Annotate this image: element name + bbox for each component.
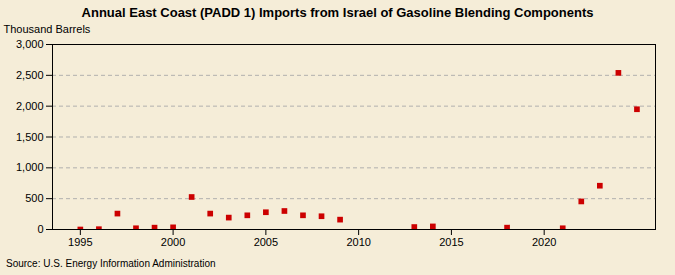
svg-text:1,000: 1,000 [16,161,44,173]
svg-text:2,000: 2,000 [16,100,44,112]
html-text:Source: U.S. Energy Informatio: Source: U.S. Energy Information Administ… [6,258,216,269]
svg-text:2005: 2005 [254,236,278,248]
svg-text:2015: 2015 [439,236,463,248]
svg-text:2020: 2020 [532,236,556,248]
svg-text:2000: 2000 [161,236,185,248]
svg-text:3,000: 3,000 [16,38,44,50]
svg-text:2,500: 2,500 [16,69,44,81]
svg-text:0: 0 [37,223,43,235]
svg-text:500: 500 [25,192,43,204]
svg-text:1,500: 1,500 [16,131,44,143]
svg-text:Thousand Barrels: Thousand Barrels [4,23,91,35]
html-text:Annual East Coast (PADD 1) Imp: Annual East Coast (PADD 1) Imports from … [81,5,594,20]
svg-text:2010: 2010 [346,236,370,248]
svg-text:1995: 1995 [68,236,92,248]
